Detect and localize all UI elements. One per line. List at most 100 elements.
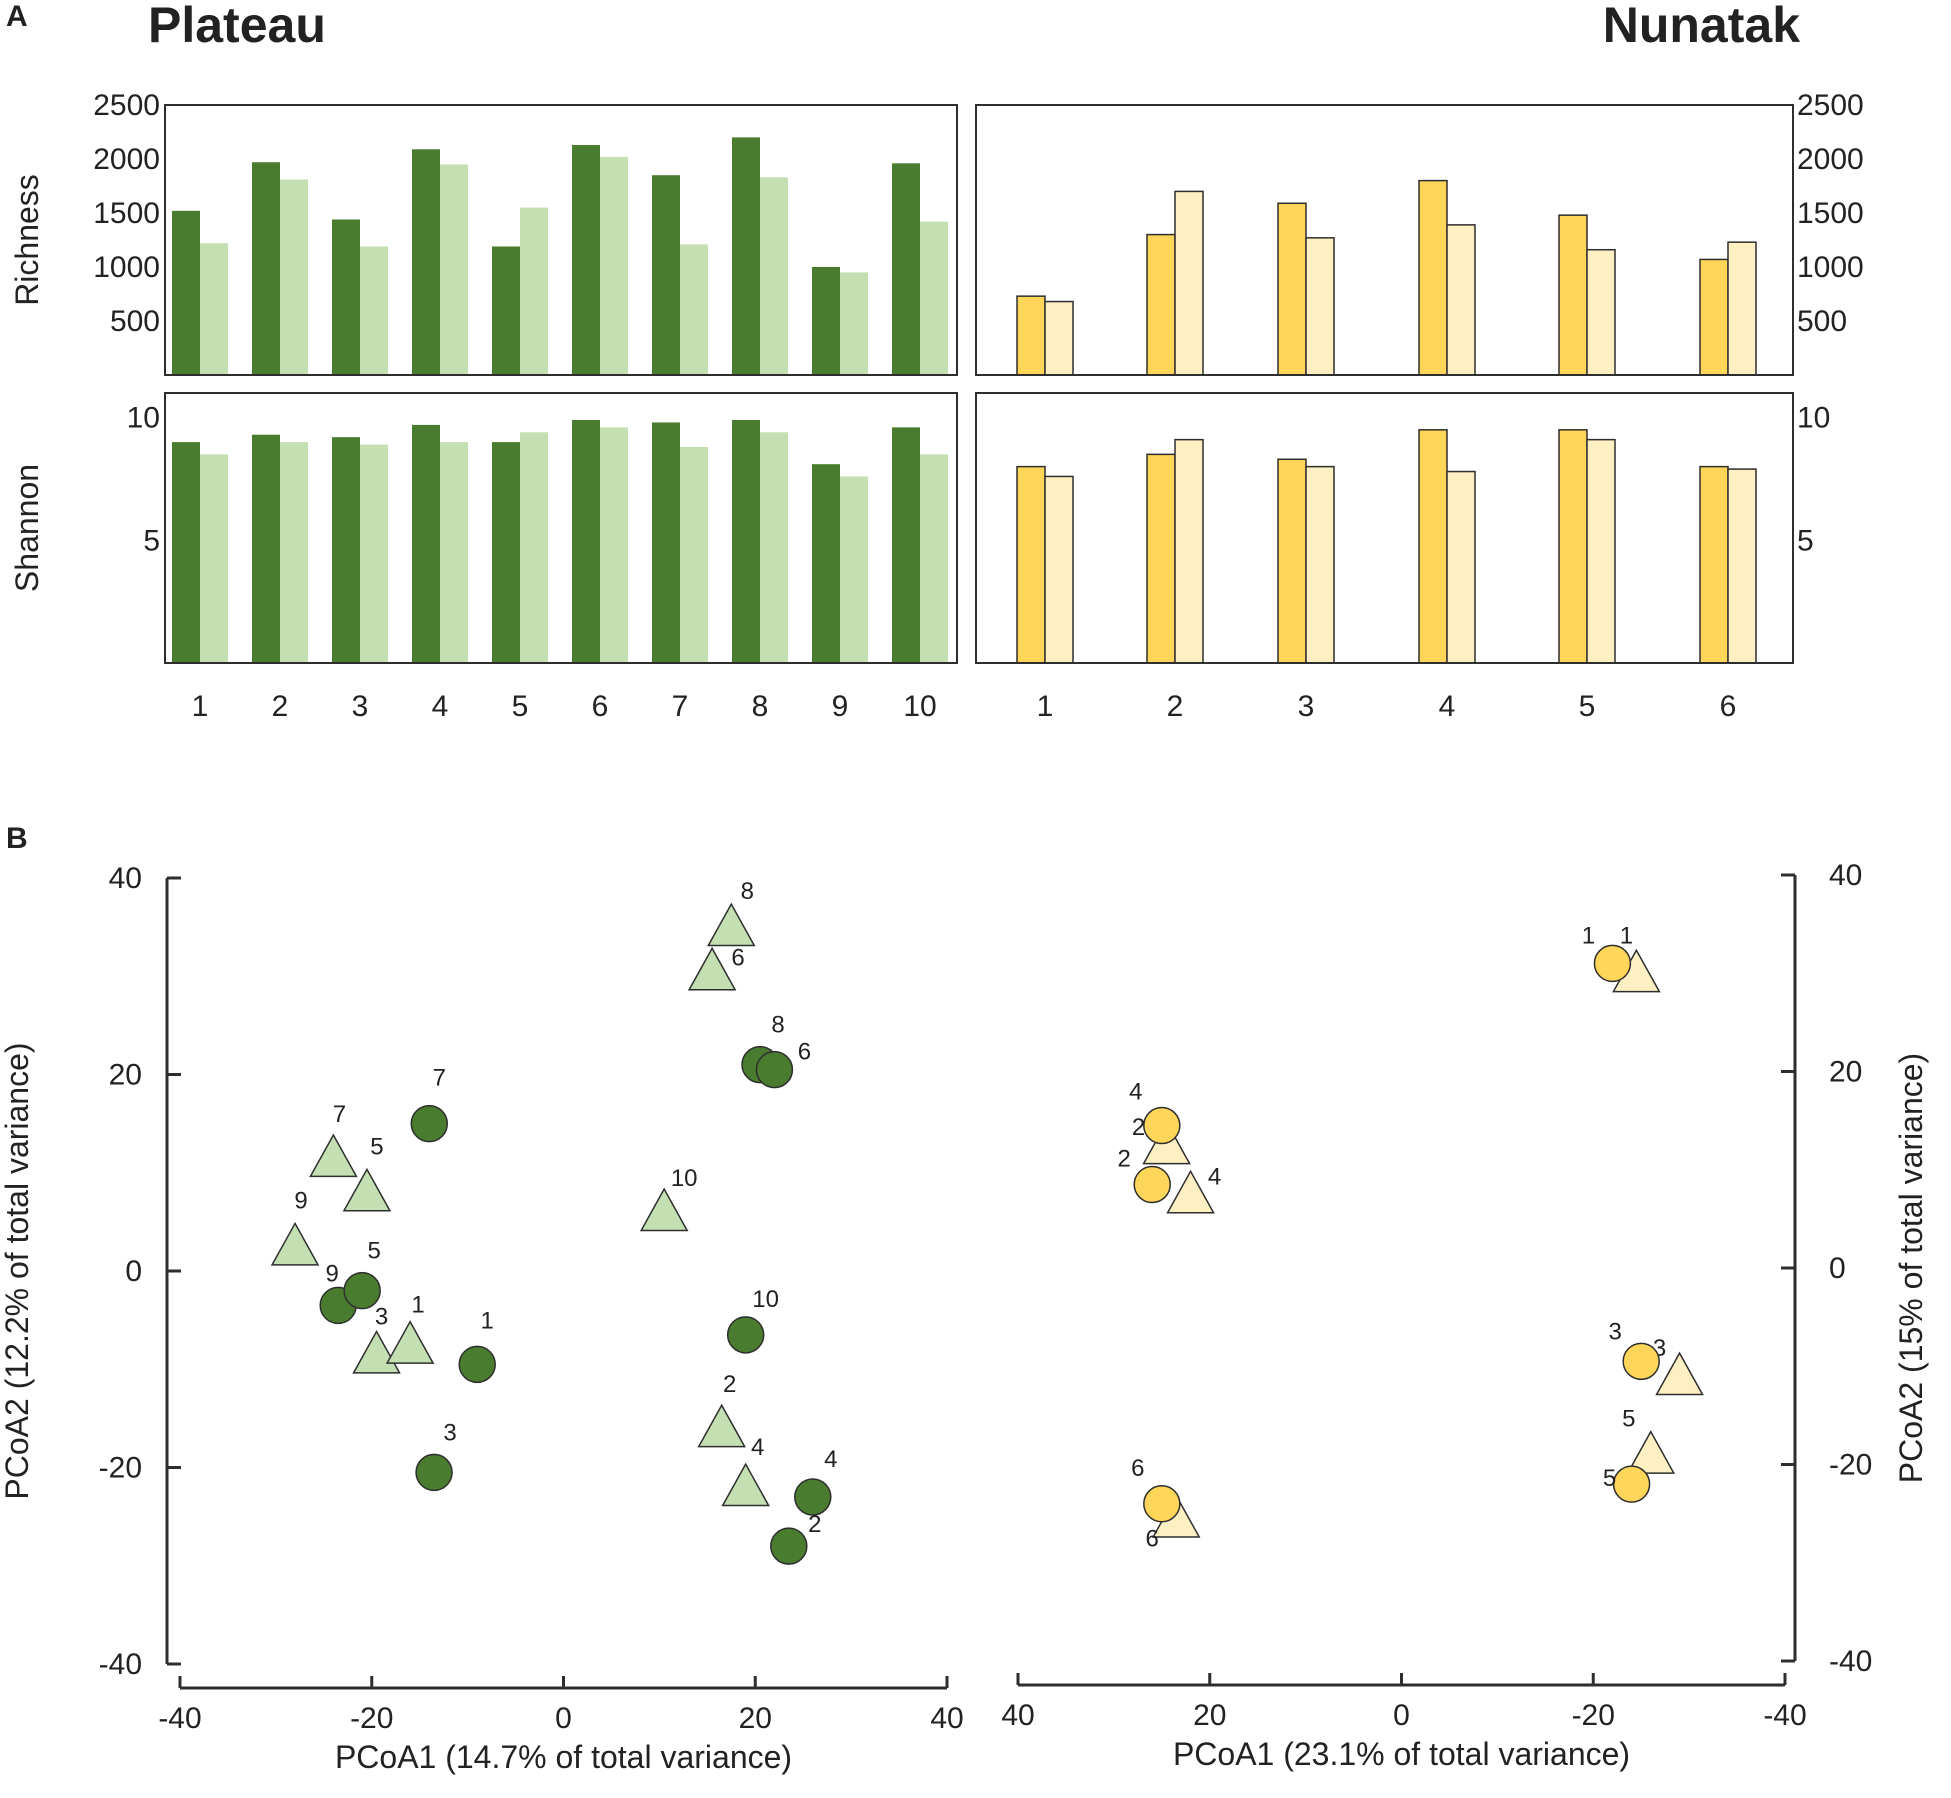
circle-point-1 — [1593, 944, 1632, 983]
bar-light-8 — [760, 177, 788, 375]
circle-point-4 — [1143, 1106, 1181, 1145]
y-tick-label: 0 — [125, 1255, 142, 1288]
x-tick-label: -40 — [1763, 1699, 1806, 1732]
bar-light-7 — [680, 447, 708, 663]
bar-dark-3 — [1277, 202, 1307, 376]
y-tick-label: 20 — [1829, 1056, 1862, 1089]
x-tick-label: 0 — [1393, 1699, 1410, 1732]
y-tick-label: -40 — [99, 1648, 142, 1681]
y-tick-label: 1000 — [1797, 251, 1864, 284]
bar-light-9 — [840, 272, 868, 375]
bar-charts: 500 1000 1500 2000 2500 Richness 500 1000 1500 20… — [9, 89, 1864, 723]
x-tick-label: 10 — [903, 690, 936, 723]
panel-b-label: B — [6, 822, 28, 855]
circle-point-7 — [410, 1104, 449, 1143]
bar-plot-frame — [164, 104, 958, 376]
triangle-point-4 — [1166, 1169, 1215, 1214]
bar-plot-frame — [164, 392, 958, 664]
bars-plateau-shannon: 5 10 Shannon 1 2 3 4 5 6 7 8 9 10 — [9, 392, 958, 723]
bar-light-5 — [1586, 248, 1616, 376]
bar-dark-5 — [1558, 429, 1588, 664]
x-tick-label: 2 — [1167, 690, 1184, 723]
y-tick-label: 10 — [127, 402, 160, 435]
point-label-5: 5 — [370, 1133, 383, 1160]
bar-light-10 — [920, 454, 948, 663]
point-label-5: 5 — [367, 1238, 380, 1265]
bar-dark-7 — [652, 422, 680, 663]
y-tick-label: 40 — [1829, 859, 1862, 892]
bar-light-1 — [1044, 300, 1074, 376]
bar-dark-2 — [252, 162, 280, 375]
circle-point-5 — [1612, 1465, 1651, 1503]
point-label-5: 5 — [1622, 1406, 1635, 1433]
bar-dark-10 — [892, 163, 920, 375]
point-label-10: 10 — [671, 1165, 698, 1192]
circle-point-4 — [794, 1478, 832, 1516]
bar-light-5 — [1586, 438, 1616, 664]
y-tick-label: -20 — [99, 1452, 142, 1485]
bars-nunatak-shannon: 5 10 1 2 3 4 5 6 — [975, 392, 1830, 723]
x-tick-label: 20 — [1193, 1699, 1226, 1732]
point-label-2: 2 — [808, 1511, 821, 1538]
x-tick-label: 6 — [1720, 690, 1737, 723]
point-label-3: 3 — [1609, 1318, 1622, 1345]
bar-light-9 — [840, 476, 868, 663]
y-axis-label: PCoA2 (15% of total variance) — [1893, 1053, 1929, 1483]
bar-light-4 — [440, 442, 468, 663]
x-tick-label: 1 — [1037, 690, 1054, 723]
triangle-point-6 — [687, 946, 737, 991]
point-label-10: 10 — [752, 1286, 779, 1313]
point-label-5: 5 — [1603, 1465, 1616, 1492]
bar-dark-1 — [172, 442, 200, 663]
bar-light-3 — [1305, 465, 1335, 664]
bar-dark-7 — [652, 175, 680, 375]
point-label-2: 2 — [1118, 1145, 1131, 1172]
triangle-point-2 — [697, 1403, 746, 1448]
x-tick-label: -40 — [158, 1702, 201, 1735]
circle-point-3 — [415, 1453, 453, 1492]
y-tick-label: 20 — [109, 1059, 142, 1092]
point-label-1: 1 — [1620, 922, 1633, 949]
bar-light-6 — [600, 427, 628, 663]
point-label-4: 4 — [824, 1446, 837, 1473]
bar-light-1 — [200, 454, 228, 663]
y-axis-label: Shannon — [9, 464, 45, 592]
x-tick-label: 40 — [1001, 1699, 1034, 1732]
bar-dark-1 — [172, 210, 200, 375]
bar-light-6 — [600, 156, 628, 375]
bar-light-5 — [520, 432, 548, 663]
bar-dark-2 — [252, 434, 280, 663]
x-tick-label: 0 — [555, 1702, 572, 1735]
x-tick-label: 5 — [1579, 690, 1596, 723]
bar-dark-8 — [732, 137, 760, 375]
title-nunatak: Nunatak — [1603, 0, 1800, 53]
bar-light-8 — [760, 432, 788, 663]
bar-light-4 — [440, 164, 468, 375]
x-tick-label: 7 — [672, 690, 689, 723]
bar-dark-3 — [332, 219, 360, 375]
point-label-1: 1 — [1582, 922, 1595, 949]
bar-dark-6 — [572, 144, 600, 375]
point-label-7: 7 — [433, 1065, 446, 1092]
bar-dark-5 — [1558, 214, 1588, 376]
y-tick-label: 1000 — [93, 251, 160, 284]
triangle-point-1 — [385, 1320, 435, 1364]
point-label-6: 6 — [1146, 1526, 1159, 1553]
title-plateau: Plateau — [148, 0, 326, 53]
x-axis-label: PCoA1 (14.7% of total variance) — [335, 1739, 792, 1775]
bar-light-2 — [1174, 438, 1204, 664]
bar-light-6 — [1727, 241, 1757, 376]
bar-dark-5 — [492, 246, 520, 375]
x-tick-label: 4 — [432, 690, 449, 723]
circle-point-5 — [343, 1271, 381, 1310]
point-label-6: 6 — [798, 1039, 811, 1066]
y-tick-label: 2500 — [1797, 89, 1864, 122]
bars-nunatak-richness: 500 1000 1500 2000 2500 — [975, 89, 1864, 376]
bar-light-3 — [1305, 237, 1335, 376]
bar-dark-8 — [732, 420, 760, 663]
point-label-6: 6 — [1131, 1455, 1144, 1482]
bar-plot-frame — [975, 392, 1794, 664]
